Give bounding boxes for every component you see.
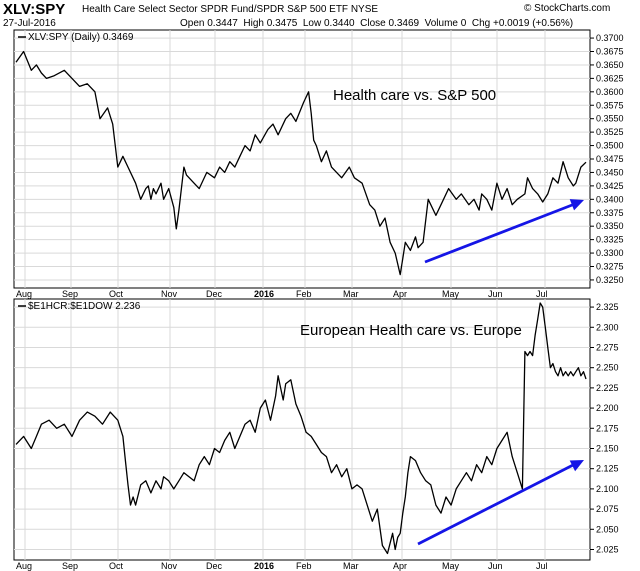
panel-1-y-tick-label: 0.3550 — [596, 114, 624, 124]
panel-2-trend-arrow-shaft — [417, 462, 577, 546]
panel-2-y-tick-label: 2.200 — [596, 403, 619, 413]
panel-2-y-tick-label: 2.225 — [596, 383, 619, 393]
panel-2-x-tick-label: Nov — [161, 561, 178, 571]
panel-1-trend-arrow-head — [569, 199, 584, 211]
panel-1-x-tick-label: Apr — [393, 289, 407, 299]
panel-2-x-tick-label: Feb — [296, 561, 312, 571]
panel-1-trend-arrow-shaft — [424, 202, 577, 264]
panel-1-annotation: Health care vs. S&P 500 — [333, 87, 496, 104]
panel-2-y-tick-label: 2.150 — [596, 443, 619, 453]
panel-2-y-tick-label: 2.175 — [596, 423, 619, 433]
panel-1-y-tick-label: 0.3275 — [596, 262, 624, 272]
panel-2-y-tick-label: 2.250 — [596, 363, 619, 373]
panel-2-x-tick-label: Jul — [536, 561, 548, 571]
ohlc-readout: Open 0.3447 High 0.3475 Low 0.3440 Close… — [180, 18, 574, 29]
panel-1-legend: XLV:SPY (Daily) 0.3469 — [28, 32, 134, 43]
panel-1-y-tick-label: 0.3575 — [596, 100, 624, 110]
panel-1-y-tick-label: 0.3425 — [596, 181, 624, 191]
stockcharts-logo: © StockCharts.com — [524, 3, 611, 14]
panel-1-x-tick-label: Feb — [296, 289, 312, 299]
panel-2-trend-arrow-head — [569, 460, 584, 472]
panel-2-y-tick-label: 2.125 — [596, 464, 619, 474]
panel-1-y-tick-label: 0.3350 — [596, 221, 624, 231]
panel-2-y-tick-label: 2.075 — [596, 504, 619, 514]
panel-1-x-tick-label: 2016 — [254, 289, 274, 299]
panel-2-y-tick-label: 2.050 — [596, 524, 619, 534]
panel-2-y-tick-label: 2.325 — [596, 302, 619, 312]
panel-1-y-tick-label: 0.3600 — [596, 87, 624, 97]
panel-2-x-tick-label: May — [442, 561, 460, 571]
panel-1-y-tick-label: 0.3525 — [596, 127, 624, 137]
panel-2-y-tick-label: 2.100 — [596, 484, 619, 494]
panel-2-x-tick-label: Dec — [206, 561, 223, 571]
panel-2-series-line — [15, 302, 587, 555]
panel-1-y-tick-label: 0.3700 — [596, 33, 624, 43]
panel-2-y-tick-label: 2.025 — [596, 544, 619, 554]
panel-1-y-tick-label: 0.3675 — [596, 47, 624, 57]
panel-1-y-tick-label: 0.3250 — [596, 275, 624, 285]
panel-1-x-tick-label: Jun — [488, 289, 503, 299]
panel-1-x-tick-label: Nov — [161, 289, 178, 299]
panel-1-y-tick-label: 0.3625 — [596, 73, 624, 83]
chart-date: 27-Jul-2016 — [3, 18, 56, 29]
panel-2-x-tick-label: Jun — [488, 561, 503, 571]
panel-1-y-tick-label: 0.3475 — [596, 154, 624, 164]
panel-2-x-tick-label: Sep — [62, 561, 78, 571]
panel-1-x-tick-label: May — [442, 289, 460, 299]
panel-1-y-tick-label: 0.3500 — [596, 141, 624, 151]
panel-1-x-tick-label: Aug — [16, 289, 32, 299]
panel-1-x-tick-label: Sep — [62, 289, 78, 299]
panel-1-x-tick-label: Dec — [206, 289, 223, 299]
panel-2-legend: $E1HCR:$E1DOW 2.236 — [28, 301, 141, 312]
panel-2-x-tick-label: Mar — [343, 561, 359, 571]
panel-1-y-tick-label: 0.3400 — [596, 194, 624, 204]
panel-1-y-tick-label: 0.3450 — [596, 167, 624, 177]
panel-2-x-tick-label: Aug — [16, 561, 32, 571]
chart-ticker: XLV:SPY — [3, 1, 66, 18]
panel-1-x-tick-label: Mar — [343, 289, 359, 299]
panel-2-x-tick-label: Apr — [393, 561, 407, 571]
panel-1-y-tick-label: 0.3650 — [596, 60, 624, 70]
panel-2-x-tick-label: Oct — [109, 561, 124, 571]
chart-description: Health Care Select Sector SPDR Fund/SPDR… — [82, 4, 379, 15]
panel-1-y-tick-label: 0.3300 — [596, 248, 624, 258]
panel-2-y-tick-label: 2.300 — [596, 322, 619, 332]
panel-1-y-tick-label: 0.3325 — [596, 235, 624, 245]
panel-2-x-tick-label: 2016 — [254, 561, 274, 571]
panel-1-series-line — [15, 50, 587, 276]
panel-1-x-tick-label: Jul — [536, 289, 548, 299]
panel-1-y-tick-label: 0.3375 — [596, 208, 624, 218]
panel-1-x-tick-label: Oct — [109, 289, 124, 299]
panel-2-annotation: European Health care vs. Europe — [300, 322, 522, 339]
panel-2-frame — [13, 298, 591, 561]
panel-2-y-tick-label: 2.275 — [596, 342, 619, 352]
